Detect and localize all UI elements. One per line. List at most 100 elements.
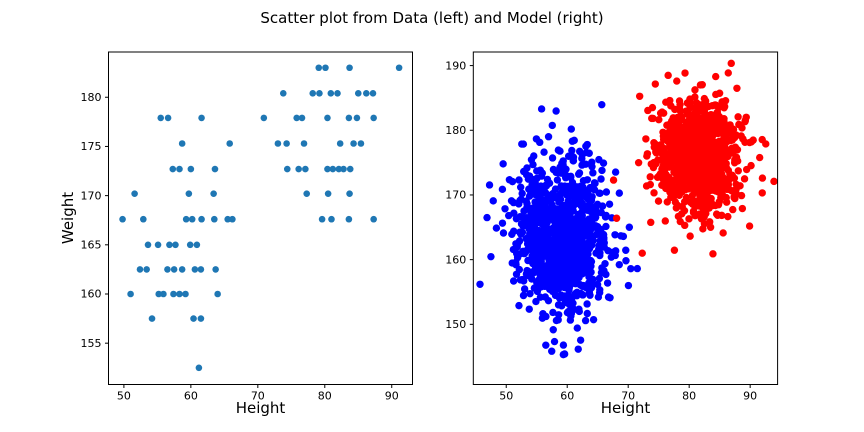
data-point	[505, 176, 514, 184]
data-point	[537, 232, 546, 240]
data-point	[567, 232, 575, 240]
data-point	[283, 165, 291, 173]
data-point	[566, 213, 574, 221]
data-point	[572, 226, 581, 235]
data-point	[695, 210, 704, 218]
data-point	[551, 241, 559, 250]
data-point	[578, 154, 586, 163]
data-point	[633, 264, 642, 273]
data-point	[721, 97, 730, 105]
data-point	[542, 312, 550, 321]
data-point	[300, 140, 308, 147]
y-tick-label: 160	[445, 253, 466, 266]
data-point	[556, 147, 564, 155]
data-point	[185, 190, 193, 197]
data-point	[691, 133, 699, 141]
data-point	[552, 316, 561, 325]
data-point	[260, 114, 268, 122]
data-point	[547, 203, 556, 211]
data-point	[516, 276, 525, 284]
data-point	[661, 217, 669, 225]
data-point	[675, 97, 684, 105]
data-point	[689, 156, 698, 164]
data-point	[224, 215, 231, 223]
y-tick-label: 170	[445, 189, 466, 202]
data-point	[322, 64, 329, 72]
data-point	[309, 90, 317, 97]
data-point	[677, 181, 685, 189]
data-point	[595, 242, 603, 250]
data-point	[627, 264, 635, 273]
data-point	[658, 164, 667, 172]
data-point	[658, 156, 666, 165]
data-point	[697, 179, 705, 187]
data-point	[577, 265, 585, 274]
data-point	[559, 218, 568, 227]
data-point	[211, 215, 218, 223]
data-point	[540, 148, 548, 156]
data-point	[741, 116, 750, 125]
data-point	[678, 156, 686, 164]
data-point	[169, 165, 177, 173]
data-point	[647, 218, 655, 227]
data-point	[574, 240, 582, 249]
data-point	[498, 185, 507, 194]
data-point	[598, 264, 606, 272]
data-point	[573, 292, 581, 300]
data-point	[598, 202, 607, 210]
data-point	[586, 183, 594, 192]
data-point	[579, 291, 587, 299]
data-point	[733, 84, 741, 93]
data-point	[692, 171, 700, 180]
data-point	[648, 114, 656, 123]
data-point	[595, 155, 603, 164]
data-point	[581, 316, 590, 325]
data-point	[672, 117, 681, 125]
data-point	[525, 225, 533, 233]
data-point	[540, 273, 548, 281]
data-point	[534, 245, 542, 253]
data-point	[164, 114, 172, 122]
data-point	[552, 229, 561, 238]
data-point	[537, 105, 546, 113]
data-point	[176, 290, 183, 298]
data-point	[685, 133, 694, 141]
left-yaxis-label: Weight	[59, 191, 77, 245]
data-point	[695, 144, 703, 152]
data-point	[226, 140, 233, 147]
data-point	[727, 59, 735, 68]
data-point	[532, 238, 541, 247]
data-point	[740, 175, 749, 183]
data-point	[738, 204, 747, 213]
data-point	[658, 108, 666, 116]
data-point	[521, 248, 530, 256]
data-point	[622, 257, 630, 265]
data-point	[688, 111, 696, 120]
data-point	[669, 176, 678, 185]
data-point	[712, 72, 720, 81]
data-point	[552, 107, 560, 115]
data-point	[499, 160, 507, 168]
data-point	[283, 140, 290, 147]
data-point	[212, 266, 219, 273]
data-point	[315, 64, 323, 72]
data-point	[650, 143, 658, 151]
data-point	[197, 315, 205, 322]
data-point	[519, 291, 528, 300]
data-point	[642, 135, 650, 143]
data-point	[542, 341, 550, 349]
data-point	[197, 266, 205, 273]
data-point	[583, 309, 592, 318]
data-point	[549, 308, 557, 317]
data-point	[198, 215, 205, 223]
data-point	[318, 215, 326, 223]
data-point	[681, 221, 689, 230]
data-point	[544, 133, 553, 141]
right-xaxis-label: Height	[600, 399, 651, 417]
data-point	[736, 182, 744, 190]
data-point	[577, 232, 586, 241]
data-point	[762, 140, 770, 148]
data-point	[731, 194, 739, 203]
data-point	[508, 259, 516, 267]
data-point	[182, 290, 189, 298]
